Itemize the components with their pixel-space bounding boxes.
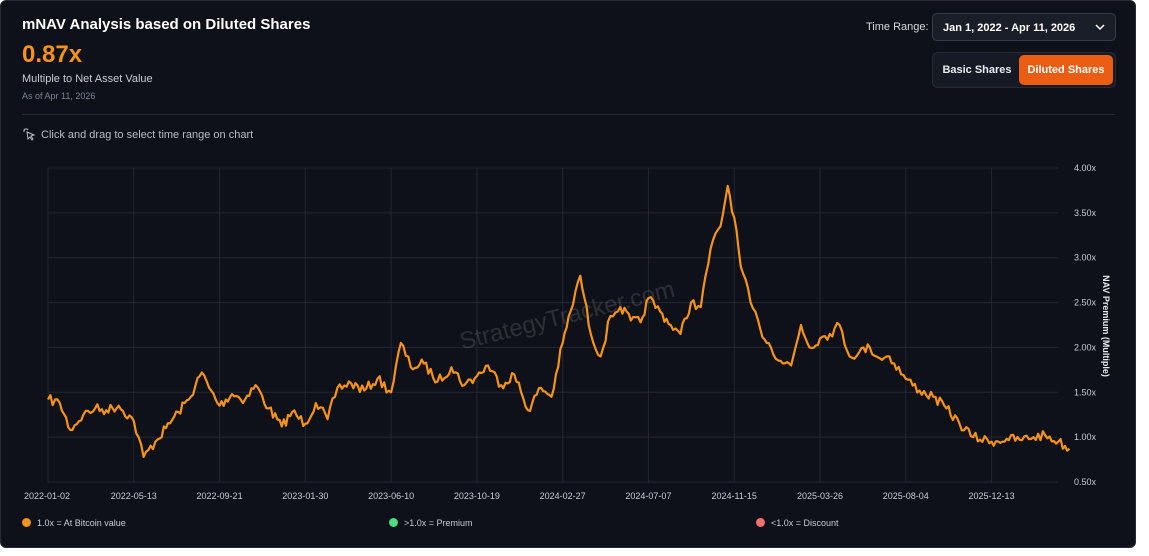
- x-tick-label: 2022-05-13: [111, 491, 157, 501]
- legend-label-premium: >1.0x = Premium: [404, 518, 473, 528]
- basic-shares-button[interactable]: Basic Shares: [942, 64, 1012, 76]
- y-axis-label: NAV Premium (Multiple): [1101, 275, 1111, 377]
- legend-label-at-value: 1.0x = At Bitcoin value: [37, 518, 126, 528]
- mnav-value: 0.87x: [22, 41, 83, 68]
- y-tick-label: 3.00x: [1074, 253, 1097, 263]
- mnav-series-line: [47, 184, 1071, 458]
- chevron-down-icon: [1095, 24, 1105, 31]
- header-divider: [22, 114, 1115, 115]
- x-tick-label: 2024-11-15: [712, 491, 757, 501]
- legend-dot-at-value: [22, 518, 31, 527]
- y-tick-label: 4.00x: [1074, 163, 1097, 173]
- legend-label-discount: <1.0x = Discount: [771, 518, 839, 528]
- time-range-value: Jan 1, 2022 - Apr 11, 2026: [943, 22, 1076, 34]
- x-tick-label: 2023-01-30: [282, 491, 328, 501]
- legend-dot-premium: [389, 518, 398, 527]
- y-tick-label: 0.50x: [1074, 477, 1097, 487]
- y-tick-label: 2.00x: [1074, 342, 1097, 352]
- y-tick-label: 1.00x: [1074, 432, 1097, 442]
- time-range-select[interactable]: Jan 1, 2022 - Apr 11, 2026: [932, 13, 1116, 41]
- x-tick-label: 2022-01-02: [24, 491, 70, 501]
- share-type-toggle: Basic Shares Diluted Shares: [932, 52, 1116, 88]
- x-tick-label: 2025-03-26: [797, 491, 843, 501]
- mnav-value-label: Multiple to Net Asset Value: [22, 73, 153, 85]
- y-tick-label: 2.50x: [1074, 298, 1097, 308]
- time-range-label: Time Range:: [866, 21, 929, 33]
- x-tick-label: 2022-09-21: [197, 491, 243, 501]
- legend-dot-discount: [756, 518, 765, 527]
- as-of-date: As of Apr 11, 2026: [22, 91, 96, 101]
- cursor-click-icon: [23, 128, 36, 141]
- x-tick-label: 2025-12-13: [969, 491, 1015, 501]
- x-tick-label: 2023-06-10: [368, 491, 414, 501]
- x-tick-label: 2025-08-04: [883, 491, 929, 501]
- mnav-panel: mNAV Analysis based on Diluted Shares 0.…: [0, 0, 1136, 548]
- page-title: mNAV Analysis based on Diluted Shares: [22, 16, 311, 33]
- x-tick-label: 2023-10-19: [454, 491, 500, 501]
- y-tick-label: 3.50x: [1074, 208, 1097, 218]
- x-tick-label: 2024-07-07: [625, 491, 671, 501]
- x-tick-label: 2024-02-27: [540, 491, 586, 501]
- y-tick-label: 1.50x: [1074, 387, 1097, 397]
- legend-item-discount: <1.0x = Discount: [756, 518, 839, 528]
- mnav-chart[interactable]: StrategyTracker.com 4.00x3.50x3.00x2.50x…: [1, 151, 1135, 507]
- legend-item-at-value: 1.0x = At Bitcoin value: [22, 518, 126, 528]
- diluted-shares-button[interactable]: Diluted Shares: [1019, 55, 1113, 85]
- chart-hint: Click and drag to select time range on c…: [41, 129, 254, 141]
- legend-item-premium: >1.0x = Premium: [389, 518, 473, 528]
